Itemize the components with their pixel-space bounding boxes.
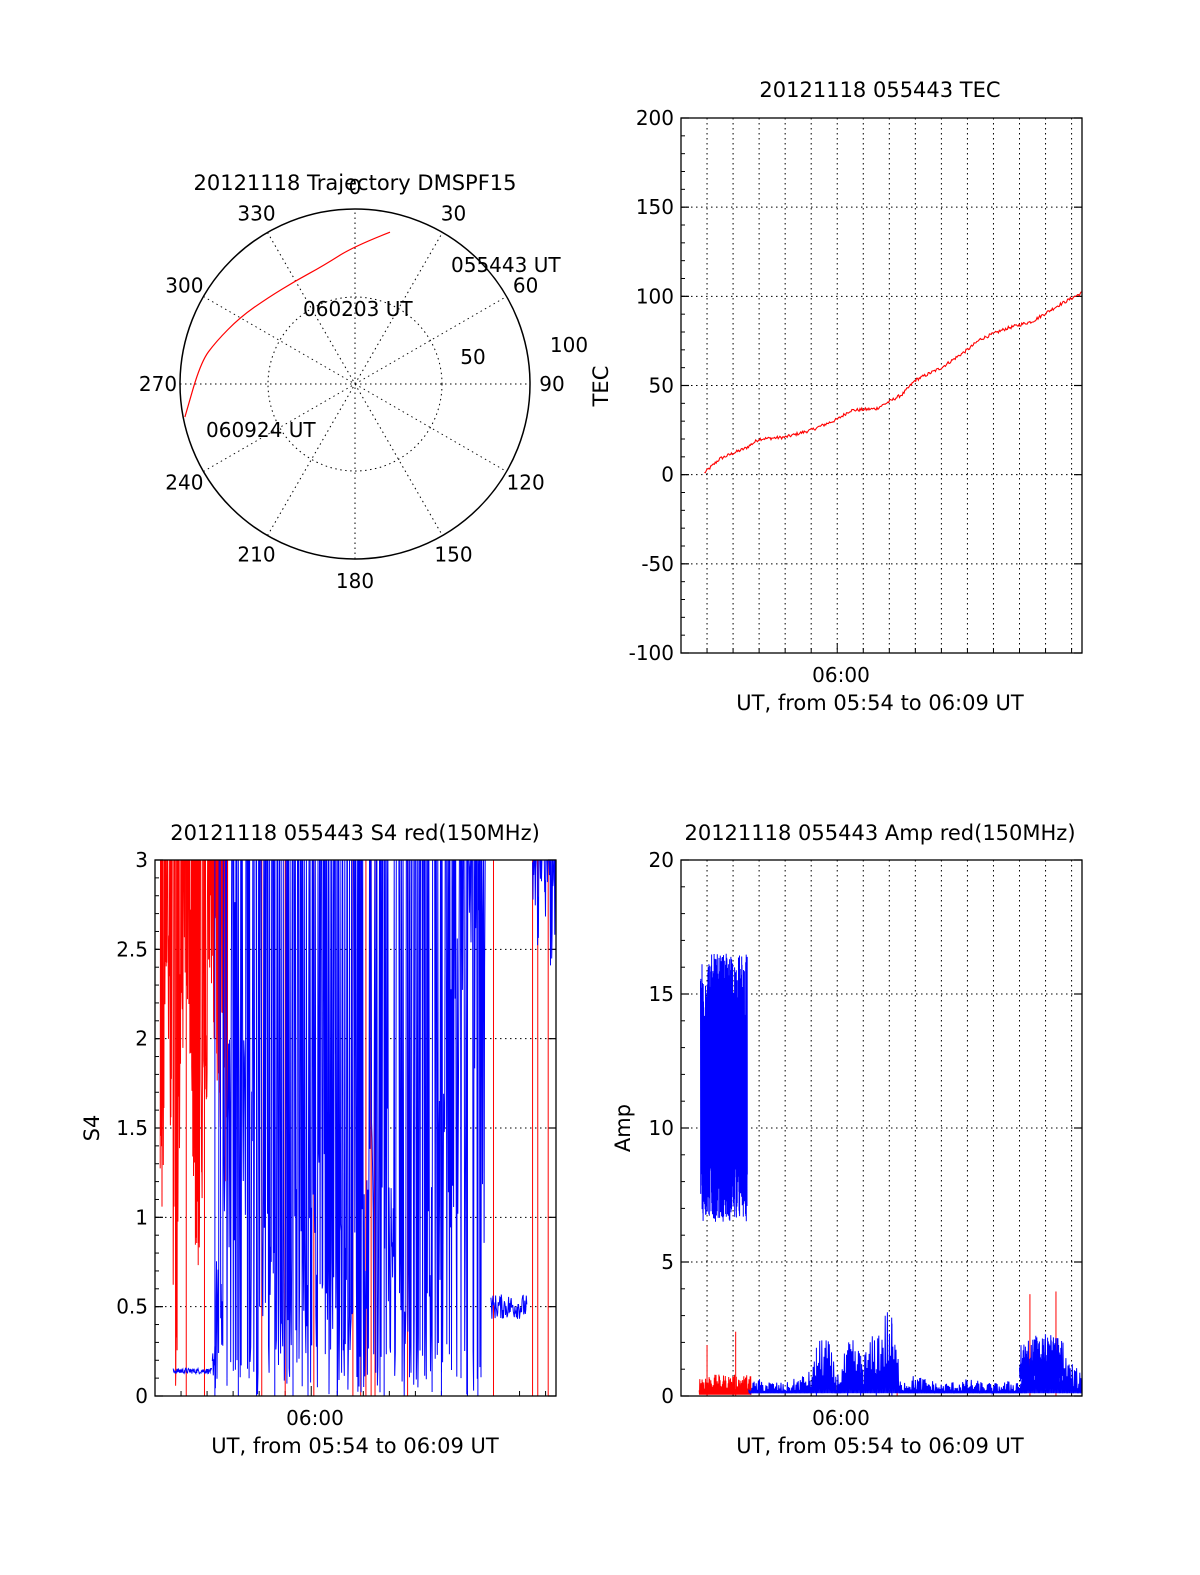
tec-ytick-label: -50 — [641, 552, 674, 576]
tec-chart: 20121118 055443 TEC -100-50050100150200 … — [589, 78, 1083, 715]
amp-ytick-label: 20 — [649, 848, 674, 872]
polar-title: 20121118 Trajectory DMSPF15 — [193, 171, 516, 195]
s4-x-tick-label: 06:00 — [286, 1406, 344, 1430]
amp-y-axis-label: Amp — [611, 1104, 635, 1152]
amp-chart: 20121118 055443 Amp red(150MHz) 0 5 10 15 20… — [611, 821, 1083, 1458]
tec-plot-frame — [680, 117, 1083, 654]
tec-ytick-label: 100 — [636, 284, 674, 308]
tec-ytick-label: -100 — [629, 641, 674, 665]
polar-azimuth-label: 210 — [237, 543, 275, 567]
trajectory-label-mid: 060203 UT — [303, 297, 413, 321]
polar-azimuth-label: 330 — [237, 201, 275, 225]
s4-y-ticks: 0 0.5 1 1.5 2 2.5 3 — [116, 848, 556, 1408]
s4-plot-frame — [154, 859, 557, 1397]
amp-ytick-label: 10 — [649, 1116, 674, 1140]
s4-ytick-label: 2 — [135, 1027, 148, 1051]
s4-ytick-label: 0 — [135, 1384, 148, 1408]
s4-red-dense — [159, 859, 229, 1386]
polar-azimuth-labels: 0 30 60 90 120 150 180 210 240 270 300 330 — [139, 175, 565, 593]
polar-spoke — [267, 232, 443, 536]
s4-blue-tail — [490, 1294, 528, 1319]
amp-blue-block — [700, 953, 748, 1222]
trajectory-label-end: 060924 UT — [206, 418, 316, 442]
amp-blue-burst — [1019, 1337, 1064, 1386]
s4-ytick-label: 1.5 — [116, 1116, 148, 1140]
s4-blue-low — [172, 1366, 212, 1376]
amp-title: 20121118 055443 Amp red(150MHz) — [684, 821, 1075, 845]
s4-series — [159, 859, 556, 1396]
polar-azimuth-label: 120 — [507, 471, 545, 495]
tec-x-axis-label: UT, from 05:54 to 06:09 UT — [736, 691, 1024, 715]
tec-series — [704, 291, 1083, 474]
polar-azimuth-label: 180 — [336, 569, 374, 593]
s4-chart: 20121118 055443 S4 red(150MHz) 0 0.5 1 1.5 2… — [80, 821, 557, 1458]
tec-y-axis-label: TEC — [589, 366, 613, 408]
amp-x-tick-label: 06:00 — [812, 1406, 870, 1430]
tec-ytick-label: 0 — [661, 463, 674, 487]
polar-azimuth-label: 270 — [139, 372, 177, 396]
tec-ytick-label: 200 — [636, 106, 674, 130]
polar-azimuth-label: 240 — [165, 471, 203, 495]
polar-azimuth-label: 0 — [349, 175, 362, 199]
tec-ytick-label: 150 — [636, 195, 674, 219]
amp-plot-frame — [680, 859, 1083, 1397]
polar-azimuth-label: 90 — [539, 372, 564, 396]
tec-x-tick-label: 06:00 — [812, 663, 870, 687]
tec-title: 20121118 055443 TEC — [759, 78, 1000, 102]
polar-grid — [179, 208, 531, 560]
s4-x-axis-label: UT, from 05:54 to 06:09 UT — [211, 1434, 499, 1458]
s4-ytick-label: 1 — [135, 1205, 148, 1229]
trajectory-path — [184, 231, 391, 418]
s4-ytick-label: 3 — [135, 848, 148, 872]
polar-azimuth-label: 30 — [441, 201, 466, 225]
tec-y-ticks: -100 -50 0 50 100 150 200 — [629, 106, 1082, 665]
tec-grid — [681, 118, 1082, 653]
polar-trajectory-chart: 20121118 Trajectory DMSPF15 0 30 60 90 120 15… — [139, 171, 588, 593]
s4-ytick-label: 0.5 — [116, 1295, 148, 1319]
trajectory-label-start: 055443 UT — [451, 253, 561, 277]
amp-x-axis-label: UT, from 05:54 to 06:09 UT — [736, 1434, 1024, 1458]
polar-radius-label-100: 100 — [550, 333, 588, 357]
polar-azimuth-label: 60 — [513, 274, 538, 298]
polar-radius-label-50: 50 — [460, 345, 485, 369]
amp-ytick-label: 0 — [661, 1384, 674, 1408]
amp-ytick-label: 5 — [661, 1250, 674, 1274]
s4-ytick-label: 2.5 — [116, 937, 148, 961]
amp-series — [698, 953, 1082, 1396]
amp-grid — [681, 860, 1082, 1396]
polar-trajectory-line — [184, 231, 391, 418]
s4-blue-dense — [211, 859, 486, 1396]
tec-ytick-label: 50 — [649, 374, 674, 398]
s4-title: 20121118 055443 S4 red(150MHz) — [170, 821, 540, 845]
polar-azimuth-label: 300 — [165, 274, 203, 298]
polar-azimuth-label: 150 — [434, 543, 472, 567]
polar-ring-50 — [267, 296, 443, 472]
s4-y-axis-label: S4 — [80, 1115, 104, 1142]
amp-red-low — [698, 1374, 752, 1395]
tec-line — [704, 291, 1083, 474]
amp-ytick-label: 15 — [649, 982, 674, 1006]
